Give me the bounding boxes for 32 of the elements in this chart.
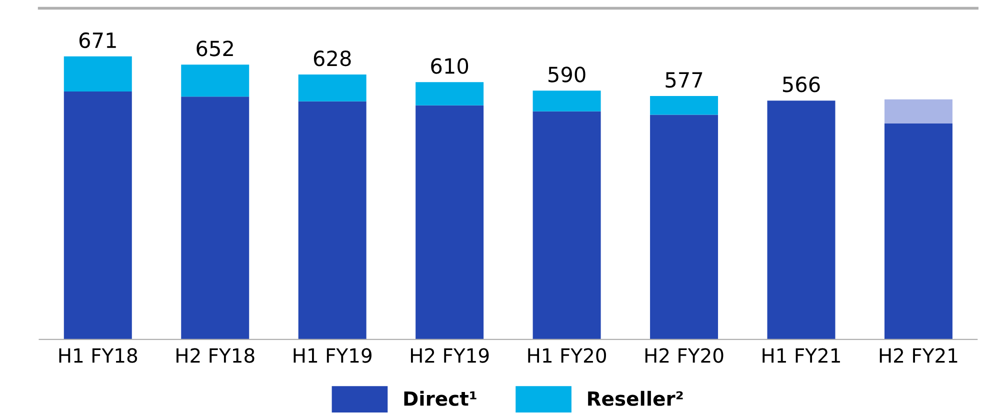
bar	[181, 64, 250, 97]
bar	[767, 100, 836, 340]
x-tick-label: H2 FY21	[880, 348, 958, 363]
bar	[181, 96, 250, 340]
annotation: 610	[431, 58, 468, 74]
bar	[416, 105, 484, 340]
annotation: 628	[314, 50, 351, 66]
x-tick-label: H2 FY18	[176, 348, 254, 363]
bar	[532, 111, 601, 340]
x-tick-label: H1 FY20	[528, 348, 606, 363]
x-tick-label: H1 FY21	[762, 348, 840, 363]
annotation: 566	[782, 76, 820, 92]
annotation: 652	[196, 40, 233, 56]
legend-label: Direct¹	[404, 390, 476, 406]
annotation: 577	[666, 72, 702, 88]
bar	[532, 90, 601, 112]
annotation: 671	[79, 32, 116, 48]
bar	[64, 56, 132, 92]
x-tick-label: H2 FY20	[645, 348, 724, 363]
bar	[650, 96, 718, 115]
x-tick-label: H2 FY19	[410, 348, 489, 363]
x-tick-label: H1 FY18	[59, 348, 138, 363]
bar	[884, 123, 952, 340]
bar	[650, 114, 718, 340]
bar	[416, 82, 484, 106]
bar	[298, 101, 366, 340]
bar	[298, 74, 366, 102]
legend-label: Reseller²	[588, 390, 683, 406]
bar	[884, 99, 952, 124]
x-tick-label: H1 FY19	[294, 348, 372, 363]
annotation: 590	[548, 66, 586, 82]
bar	[64, 92, 132, 340]
